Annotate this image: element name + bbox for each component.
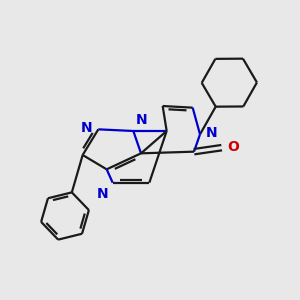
Text: N: N bbox=[97, 187, 108, 201]
Text: N: N bbox=[206, 126, 217, 140]
Text: O: O bbox=[227, 140, 239, 154]
Text: N: N bbox=[136, 112, 147, 127]
Text: N: N bbox=[81, 121, 92, 135]
